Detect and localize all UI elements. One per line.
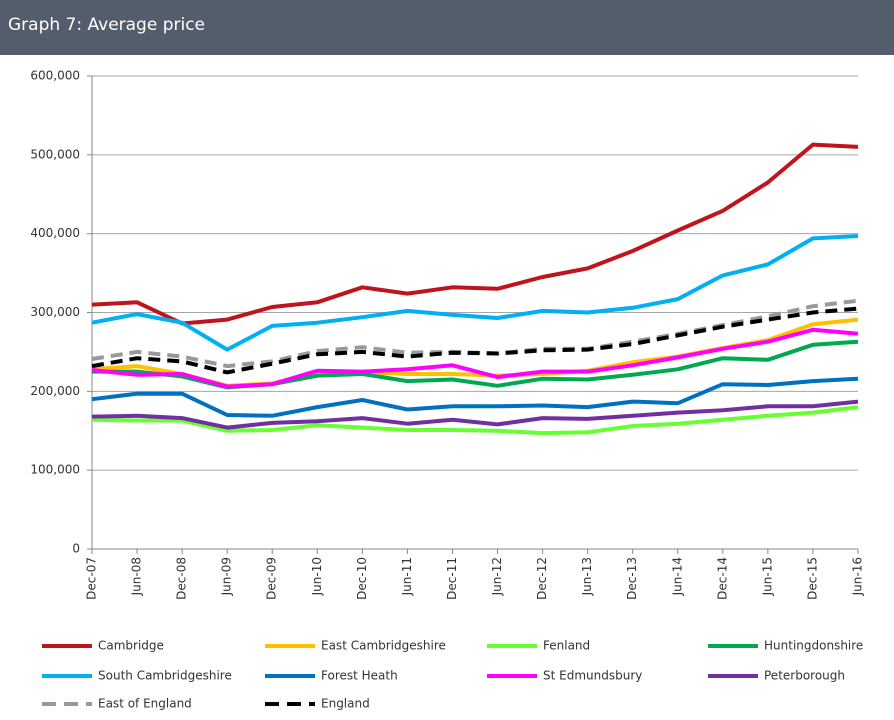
- series-line: [91, 142, 859, 326]
- x-tick-label: Jun-15: [760, 557, 774, 596]
- legend-label: East of England: [98, 697, 192, 711]
- x-tick-label: Jun-14: [670, 557, 684, 596]
- x-tick-label: Jun-10: [310, 557, 324, 596]
- x-tick-label: Dec-12: [535, 557, 549, 600]
- legend-label: Cambridge: [98, 639, 164, 653]
- x-tick-label: Dec-14: [715, 557, 729, 600]
- y-tick-label: 200,000: [30, 384, 80, 398]
- x-tick-label: Jun-11: [400, 557, 414, 596]
- y-tick-label: 300,000: [30, 305, 80, 319]
- legend-label: Forest Heath: [321, 669, 398, 683]
- legend-label: England: [321, 697, 370, 711]
- legend-label: Huntingdonshire: [764, 639, 863, 653]
- x-tick-label: Dec-07: [85, 557, 99, 600]
- x-tick-label: Dec-09: [265, 557, 279, 600]
- y-tick-label: 600,000: [30, 69, 80, 83]
- series-line: [91, 399, 859, 430]
- x-tick-label: Dec-08: [175, 557, 189, 600]
- header: Graph 7: Average price: [0, 0, 894, 55]
- y-tick-label: 500,000: [30, 147, 80, 161]
- x-tick-label: Jun-12: [490, 557, 504, 596]
- x-tick-label: Jun-16: [851, 557, 865, 596]
- x-tick-label: Jun-09: [220, 557, 234, 596]
- series-line: [91, 327, 859, 389]
- x-tick-label: Dec-11: [445, 557, 459, 600]
- x-tick-label: Jun-08: [130, 557, 144, 596]
- series-line: [91, 306, 859, 375]
- header-title: Graph 7: Average price: [8, 15, 206, 35]
- legend-label: St Edmundsbury: [543, 669, 642, 683]
- y-tick-label: 400,000: [30, 226, 80, 240]
- x-tick-label: Dec-15: [805, 557, 819, 600]
- y-tick-label: 100,000: [30, 463, 80, 477]
- legend-label: East Cambridgeshire: [321, 639, 446, 653]
- chart: 0 100,000 200,000 300,000 400,000 500,000 600,…: [30, 69, 865, 711]
- legend-label: South Cambridgeshire: [98, 669, 232, 683]
- x-tick-label: Dec-10: [355, 557, 369, 600]
- x-tick-label: Dec-13: [625, 557, 639, 600]
- x-tick-label: Jun-13: [580, 557, 594, 596]
- series-line: [91, 376, 859, 418]
- series-line: [91, 298, 859, 369]
- legend-label: Peterborough: [764, 669, 845, 683]
- legend-label: Fenland: [543, 639, 590, 653]
- series-line: [91, 234, 859, 352]
- y-tick-label: 0: [72, 542, 80, 556]
- series-line: [91, 405, 859, 436]
